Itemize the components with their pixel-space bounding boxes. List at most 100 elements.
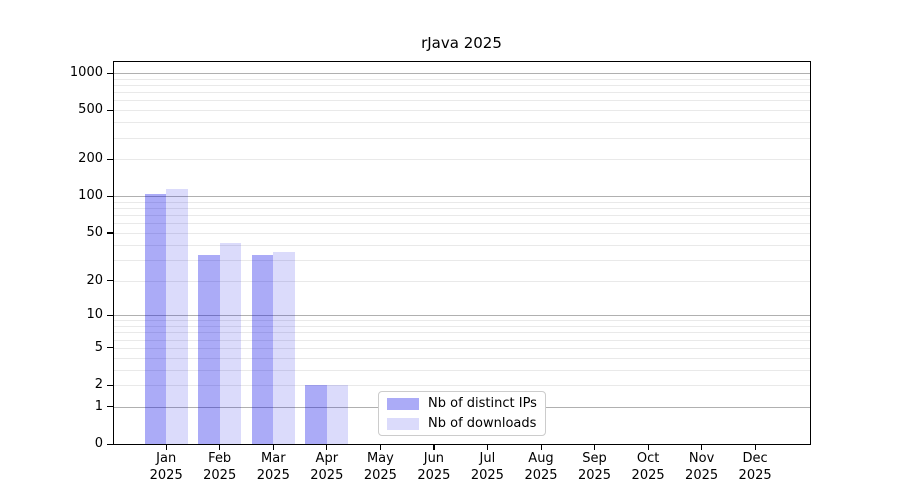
y-tick-label-100: 100 (78, 188, 103, 204)
y-tick-mark-500 (107, 109, 113, 111)
x-tick-year: 2025 (577, 467, 612, 483)
y-tick-mark-50 (107, 232, 113, 234)
gridline-minor (114, 326, 810, 327)
gridline-minor (114, 332, 810, 334)
x-tick-year: 2025 (149, 467, 183, 483)
x-tick-mark-sep (594, 444, 596, 450)
legend-label-downloads: Nb of downloads (428, 416, 537, 431)
gridline-minor (114, 280, 810, 282)
legend: Nb of distinct IPs Nb of downloads (378, 391, 546, 436)
x-tick-mark-oct (647, 444, 649, 450)
gridline-minor (114, 232, 810, 234)
gridline-minor (114, 122, 810, 124)
gridline-major (114, 73, 810, 74)
x-tick-label-dec: Dec 2025 (723, 451, 787, 484)
x-tick-month: Aug (528, 451, 554, 466)
x-tick-mark-jan (165, 444, 167, 450)
y-tick-label-50: 50 (86, 224, 103, 240)
x-tick-year: 2025 (310, 467, 344, 483)
x-tick-label-oct: Oct 2025 (616, 451, 680, 484)
x-tick-label-aug: Aug 2025 (509, 451, 573, 484)
x-tick-year: 2025 (203, 467, 237, 483)
y-tick-mark-0 (107, 443, 113, 445)
gridline-minor (114, 110, 810, 112)
x-tick-year: 2025 (524, 467, 558, 483)
y-tick-label-1: 1 (94, 398, 103, 414)
gridline-minor (114, 85, 810, 86)
gridline-minor (114, 201, 810, 203)
x-tick-year: 2025 (738, 467, 772, 483)
x-tick-month: Nov (688, 451, 715, 466)
gridline-minor (114, 385, 810, 386)
bar-downloads-apr (326, 385, 349, 444)
x-tick-mark-jun (433, 444, 435, 450)
x-tick-mark-dec (754, 444, 756, 450)
gridline-minor (114, 137, 810, 139)
x-tick-label-mar: Mar 2025 (241, 451, 305, 484)
y-tick-mark-20 (107, 280, 113, 282)
x-tick-month: Feb (208, 451, 232, 466)
x-tick-year: 2025 (631, 467, 665, 483)
gridline-minor (114, 223, 810, 225)
y-tick-label-0: 0 (94, 436, 103, 451)
x-tick-month: Mar (261, 451, 286, 466)
y-tick-label-200: 200 (78, 151, 103, 167)
bar-distinct-ips-mar (251, 254, 274, 444)
x-tick-year: 2025 (470, 467, 504, 483)
y-tick-mark-100 (107, 195, 113, 197)
x-tick-mark-nov (701, 444, 703, 450)
gridline-major (114, 315, 810, 317)
x-tick-label-may: May 2025 (348, 451, 412, 484)
x-tick-month: Sep (582, 451, 607, 466)
y-tick-mark-1000 (107, 72, 113, 74)
x-tick-month: May (366, 451, 394, 466)
y-tick-mark-5 (107, 347, 113, 349)
bar-downloads-jan (166, 188, 188, 444)
x-tick-year: 2025 (363, 467, 397, 483)
gridline-minor (114, 369, 810, 371)
x-tick-month: Jan (156, 451, 177, 466)
legend-item-downloads: Nb of downloads (379, 416, 545, 431)
gridline-minor (114, 215, 810, 217)
bar-downloads-mar (273, 251, 295, 444)
y-tick-label-1000: 1000 (69, 65, 103, 80)
bar-distinct-ips-jan (144, 193, 167, 444)
legend-swatch-distinct-ips (387, 397, 419, 410)
x-tick-mark-feb (219, 444, 221, 450)
x-tick-month: Apr (315, 451, 339, 466)
y-tick-mark-200 (107, 158, 113, 160)
x-tick-month: Oct (636, 451, 660, 466)
gridline-minor (114, 320, 810, 322)
gridline-minor (114, 159, 810, 161)
x-tick-mark-jul (486, 444, 489, 450)
y-tick-label-10: 10 (86, 307, 103, 323)
gridline-minor (114, 339, 810, 341)
y-tick-label-5: 5 (94, 339, 103, 355)
chart-title: rJava 2025 (421, 34, 502, 52)
x-tick-month: Dec (742, 451, 768, 466)
y-tick-mark-10 (107, 314, 113, 316)
legend-swatch-downloads (387, 417, 419, 430)
y-tick-label-20: 20 (86, 272, 103, 288)
gridline-minor (114, 244, 810, 246)
y-tick-label-2: 2 (94, 377, 103, 392)
gridline-minor (114, 78, 810, 80)
y-tick-mark-2 (107, 384, 113, 386)
bar-downloads-feb (219, 243, 242, 444)
bar-distinct-ips-feb (198, 254, 220, 444)
x-tick-mark-mar (272, 444, 274, 450)
gridline-minor (114, 208, 810, 209)
x-tick-year: 2025 (685, 467, 719, 483)
legend-item-distinct-ips: Nb of distinct IPs (379, 396, 545, 411)
y-tick-label-500: 500 (78, 102, 103, 118)
bar-distinct-ips-apr (305, 385, 327, 444)
x-tick-year: 2025 (417, 467, 451, 483)
y-tick-mark-1 (107, 406, 113, 408)
x-tick-label-jul: Jul 2025 (455, 451, 519, 484)
x-tick-label-feb: Feb 2025 (188, 451, 252, 484)
x-tick-year: 2025 (256, 467, 290, 483)
x-tick-month: Jun (423, 451, 445, 466)
x-tick-label-sep: Sep 2025 (563, 451, 627, 484)
x-tick-mark-apr (326, 444, 328, 450)
gridline-minor (114, 259, 810, 261)
